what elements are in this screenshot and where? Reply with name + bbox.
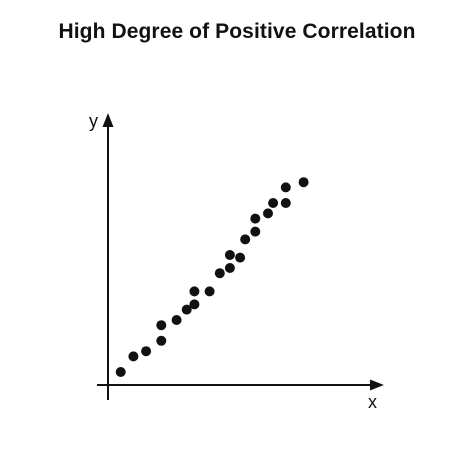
data-point-10	[204, 286, 215, 297]
data-point-4	[156, 335, 167, 346]
y-axis-arrowhead	[102, 113, 114, 127]
data-point-20	[280, 198, 291, 208]
data-point-13	[224, 250, 235, 260]
data-point-3	[141, 346, 152, 357]
chart-title: High Degree of Positive Correlation	[58, 20, 416, 43]
data-point-8	[189, 299, 200, 310]
x-axis-arrowhead	[370, 379, 384, 391]
data-point-5	[156, 320, 167, 331]
data-point-16	[250, 226, 261, 237]
data-point-1	[115, 367, 126, 377]
y-axis-label: y	[89, 111, 98, 131]
data-point-12	[224, 263, 235, 273]
axes: y x	[89, 111, 384, 412]
data-point-18	[263, 208, 273, 219]
data-point-11	[214, 268, 225, 279]
data-point-14	[235, 252, 246, 263]
data-point-6	[171, 315, 182, 325]
data-point-22	[298, 177, 309, 188]
data-point-9	[189, 286, 200, 297]
data-point-15	[240, 234, 251, 245]
data-point-7	[181, 304, 192, 315]
data-point-21	[280, 182, 291, 193]
data-points	[115, 177, 309, 377]
data-point-2	[128, 351, 139, 362]
x-axis-label: x	[368, 392, 377, 412]
data-point-17	[250, 213, 261, 224]
data-point-19	[268, 198, 279, 208]
